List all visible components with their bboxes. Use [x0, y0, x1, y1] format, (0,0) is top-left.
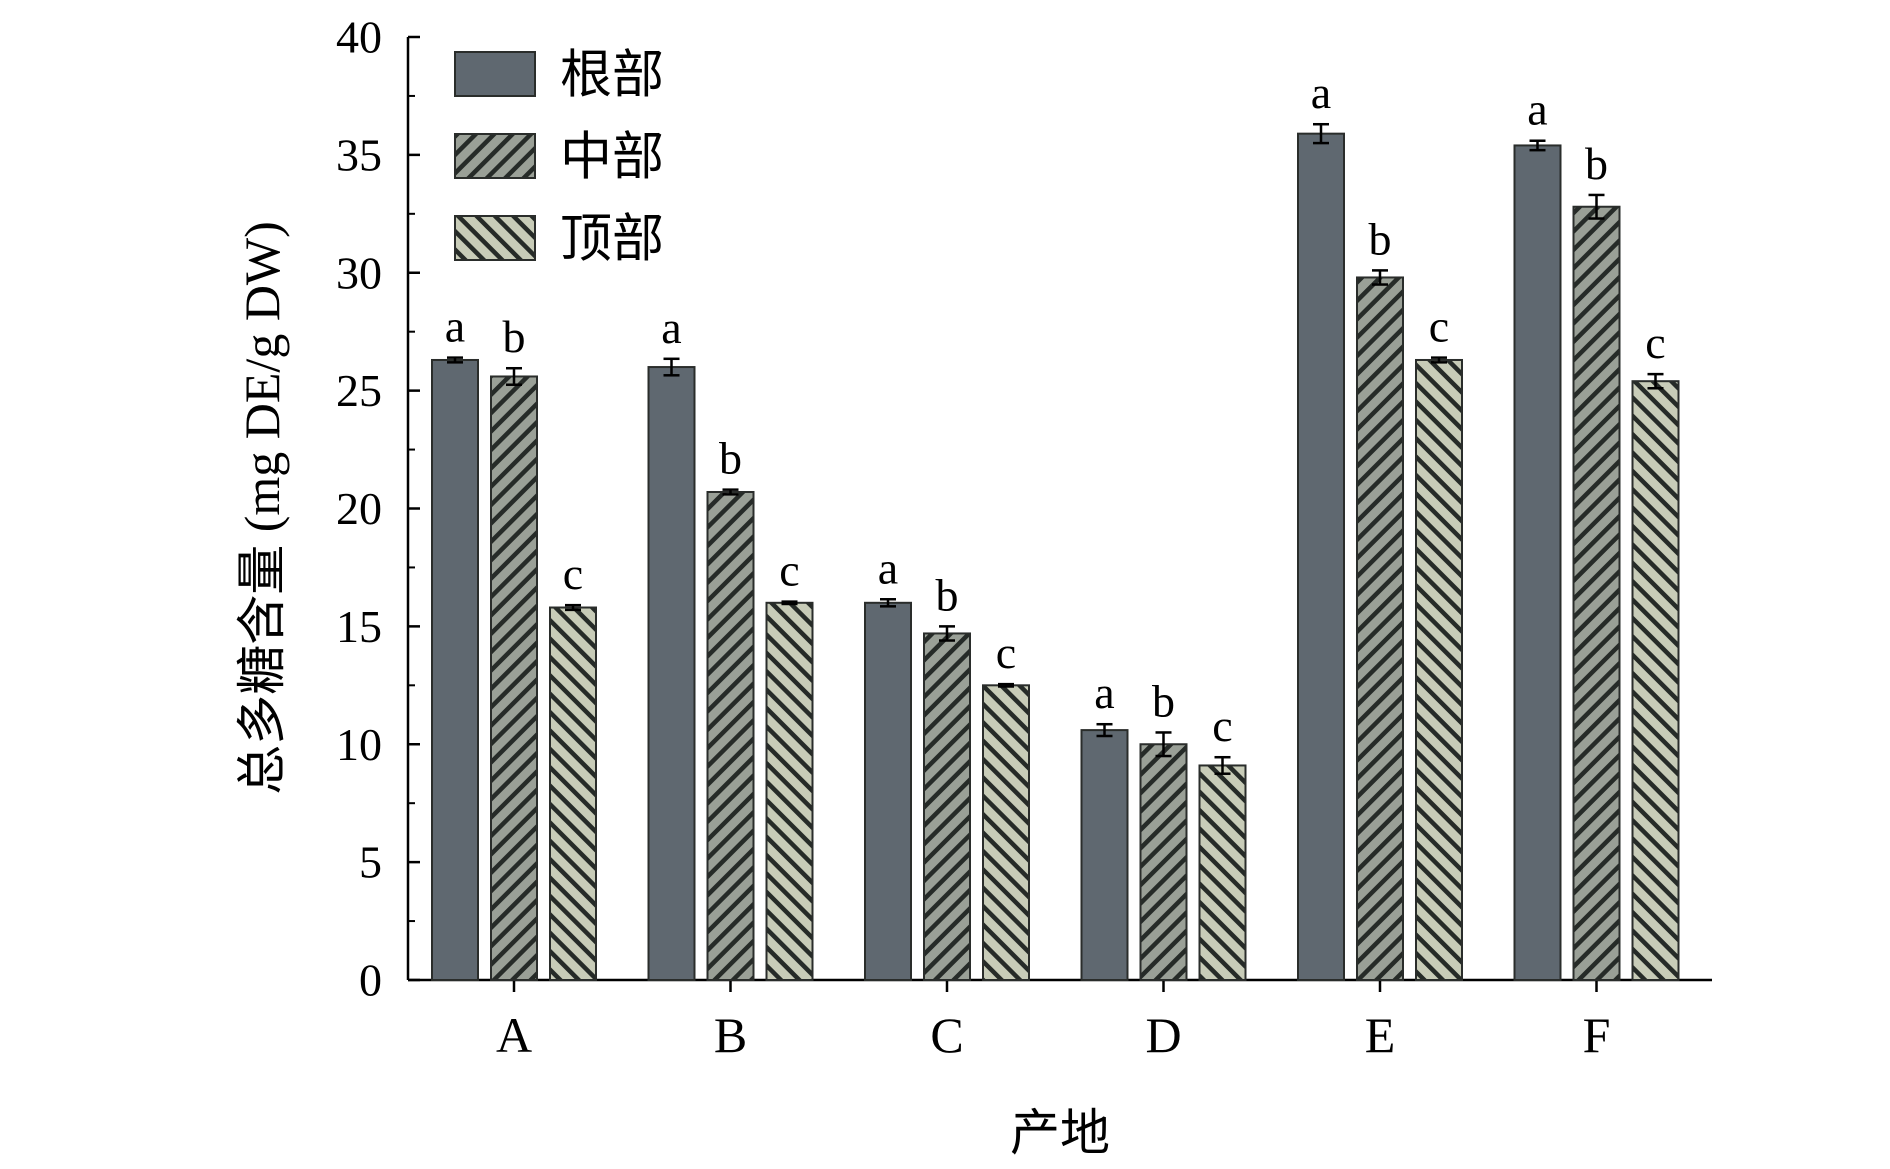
x-tick-label: F — [1583, 1007, 1611, 1063]
significance-letter: a — [878, 542, 898, 593]
bar — [1572, 205, 1621, 982]
bar — [1631, 380, 1680, 981]
x-axis-label: 产地 — [1010, 1105, 1110, 1161]
significance-letter: b — [719, 433, 742, 484]
significance-letter: c — [779, 545, 799, 596]
significance-letter: b — [1585, 138, 1608, 189]
x-tick-label: D — [1145, 1007, 1181, 1063]
bar — [1513, 144, 1562, 981]
x-tick-label: C — [930, 1007, 963, 1063]
y-tick-label: 35 — [336, 129, 382, 180]
x-tick-label: A — [496, 1007, 532, 1063]
bar — [431, 358, 479, 982]
y-tick-label: 0 — [359, 955, 382, 1006]
bar — [706, 490, 755, 981]
x-tick-label: B — [714, 1007, 747, 1063]
legend-label: 根部 — [560, 48, 664, 105]
significance-letter: c — [563, 548, 583, 599]
legend-label: 顶部 — [560, 212, 664, 269]
legend-swatch — [454, 215, 536, 261]
bar — [647, 366, 696, 981]
significance-letter: a — [1527, 84, 1547, 135]
significance-letter: b — [1152, 675, 1175, 726]
y-tick-label: 30 — [336, 247, 382, 298]
significance-letter: c — [1212, 700, 1232, 751]
significance-letter: b — [936, 569, 959, 620]
significance-letter: c — [1429, 301, 1449, 352]
bar — [490, 375, 538, 982]
y-tick-label: 25 — [336, 365, 382, 416]
y-tick-label: 10 — [336, 719, 382, 770]
bar — [1297, 132, 1345, 982]
bar — [1080, 729, 1129, 981]
y-tick-label: 15 — [336, 601, 382, 652]
y-tick-label: 20 — [336, 483, 382, 534]
y-axis-ticks: 0 5 10 15 20 25 30 35 40 — [336, 12, 420, 1006]
x-tick-label: E — [1365, 1007, 1396, 1063]
significance-letter: c — [996, 627, 1016, 678]
significance-letter: a — [445, 301, 465, 352]
bar — [982, 684, 1030, 981]
x-axis-ticks: A B C D E F — [496, 980, 1610, 1063]
bar — [1139, 743, 1188, 981]
bar — [1415, 358, 1463, 982]
significance-letter: a — [1094, 667, 1114, 718]
legend-swatch — [454, 51, 536, 97]
significance-letter: b — [503, 311, 526, 362]
y-tick-label: 40 — [336, 12, 382, 63]
bar — [549, 606, 597, 981]
significance-letter: a — [661, 302, 681, 353]
legend-label: 中部 — [560, 130, 664, 187]
bar — [765, 601, 814, 981]
bar — [864, 601, 912, 981]
significance-letter: c — [1645, 317, 1665, 368]
legend-swatch — [454, 133, 536, 179]
y-tick-label: 5 — [359, 837, 382, 888]
bar — [1356, 276, 1404, 981]
bar — [923, 632, 971, 981]
significance-letter: b — [1369, 213, 1392, 264]
bar — [1198, 764, 1247, 982]
significance-letter: a — [1311, 67, 1331, 118]
y-axis-label: 总多糖含量 (mg DE/g DW) — [234, 221, 290, 795]
